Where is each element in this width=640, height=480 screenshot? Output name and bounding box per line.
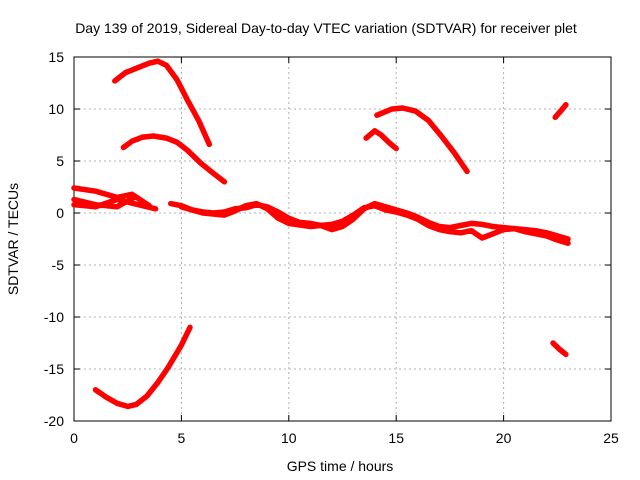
- x-tick-label: 15: [388, 430, 404, 446]
- plot-frame: [73, 56, 612, 422]
- data-series: [71, 58, 571, 410]
- series-band-b: [71, 196, 159, 212]
- series-band-e: [178, 200, 571, 246]
- series-arc-bottom-early: [92, 324, 193, 410]
- y-tick-label: -10: [44, 309, 64, 325]
- x-tick-label: 5: [178, 430, 186, 446]
- x-tick-label: 20: [496, 430, 512, 446]
- y-tick-label: -15: [44, 361, 64, 377]
- x-tick-label: 0: [70, 430, 78, 446]
- x-axis-label: GPS time / hours: [287, 458, 394, 474]
- y-tick-label: -20: [44, 413, 64, 429]
- x-tick-label: 10: [281, 430, 297, 446]
- y-tick-label: 5: [56, 153, 64, 169]
- y-tick-label: 0: [56, 205, 64, 221]
- series-arc-end-top: [552, 102, 569, 121]
- series-arc-late-2: [374, 105, 470, 175]
- series-band-c: [71, 194, 137, 210]
- axis-ticks: 0 5 10 15 20 25 -20 -15 -10 -5 0 5 10 15: [44, 49, 619, 446]
- series-arc-mid-early: [120, 133, 228, 185]
- y-tick-label: -5: [52, 257, 65, 273]
- series-arc-top-early: [112, 58, 213, 148]
- chart-title: Day 139 of 2019, Sidereal Day-to-day VTE…: [75, 20, 577, 36]
- series-arc-end-bottom: [550, 340, 569, 358]
- y-axis-label: SDTVAR / TECUs: [5, 183, 21, 295]
- x-tick-label: 25: [603, 430, 619, 446]
- y-tick-label: 10: [48, 101, 64, 117]
- grid: [74, 57, 611, 421]
- y-tick-label: 15: [48, 49, 64, 65]
- series-arc-late-1: [363, 128, 399, 152]
